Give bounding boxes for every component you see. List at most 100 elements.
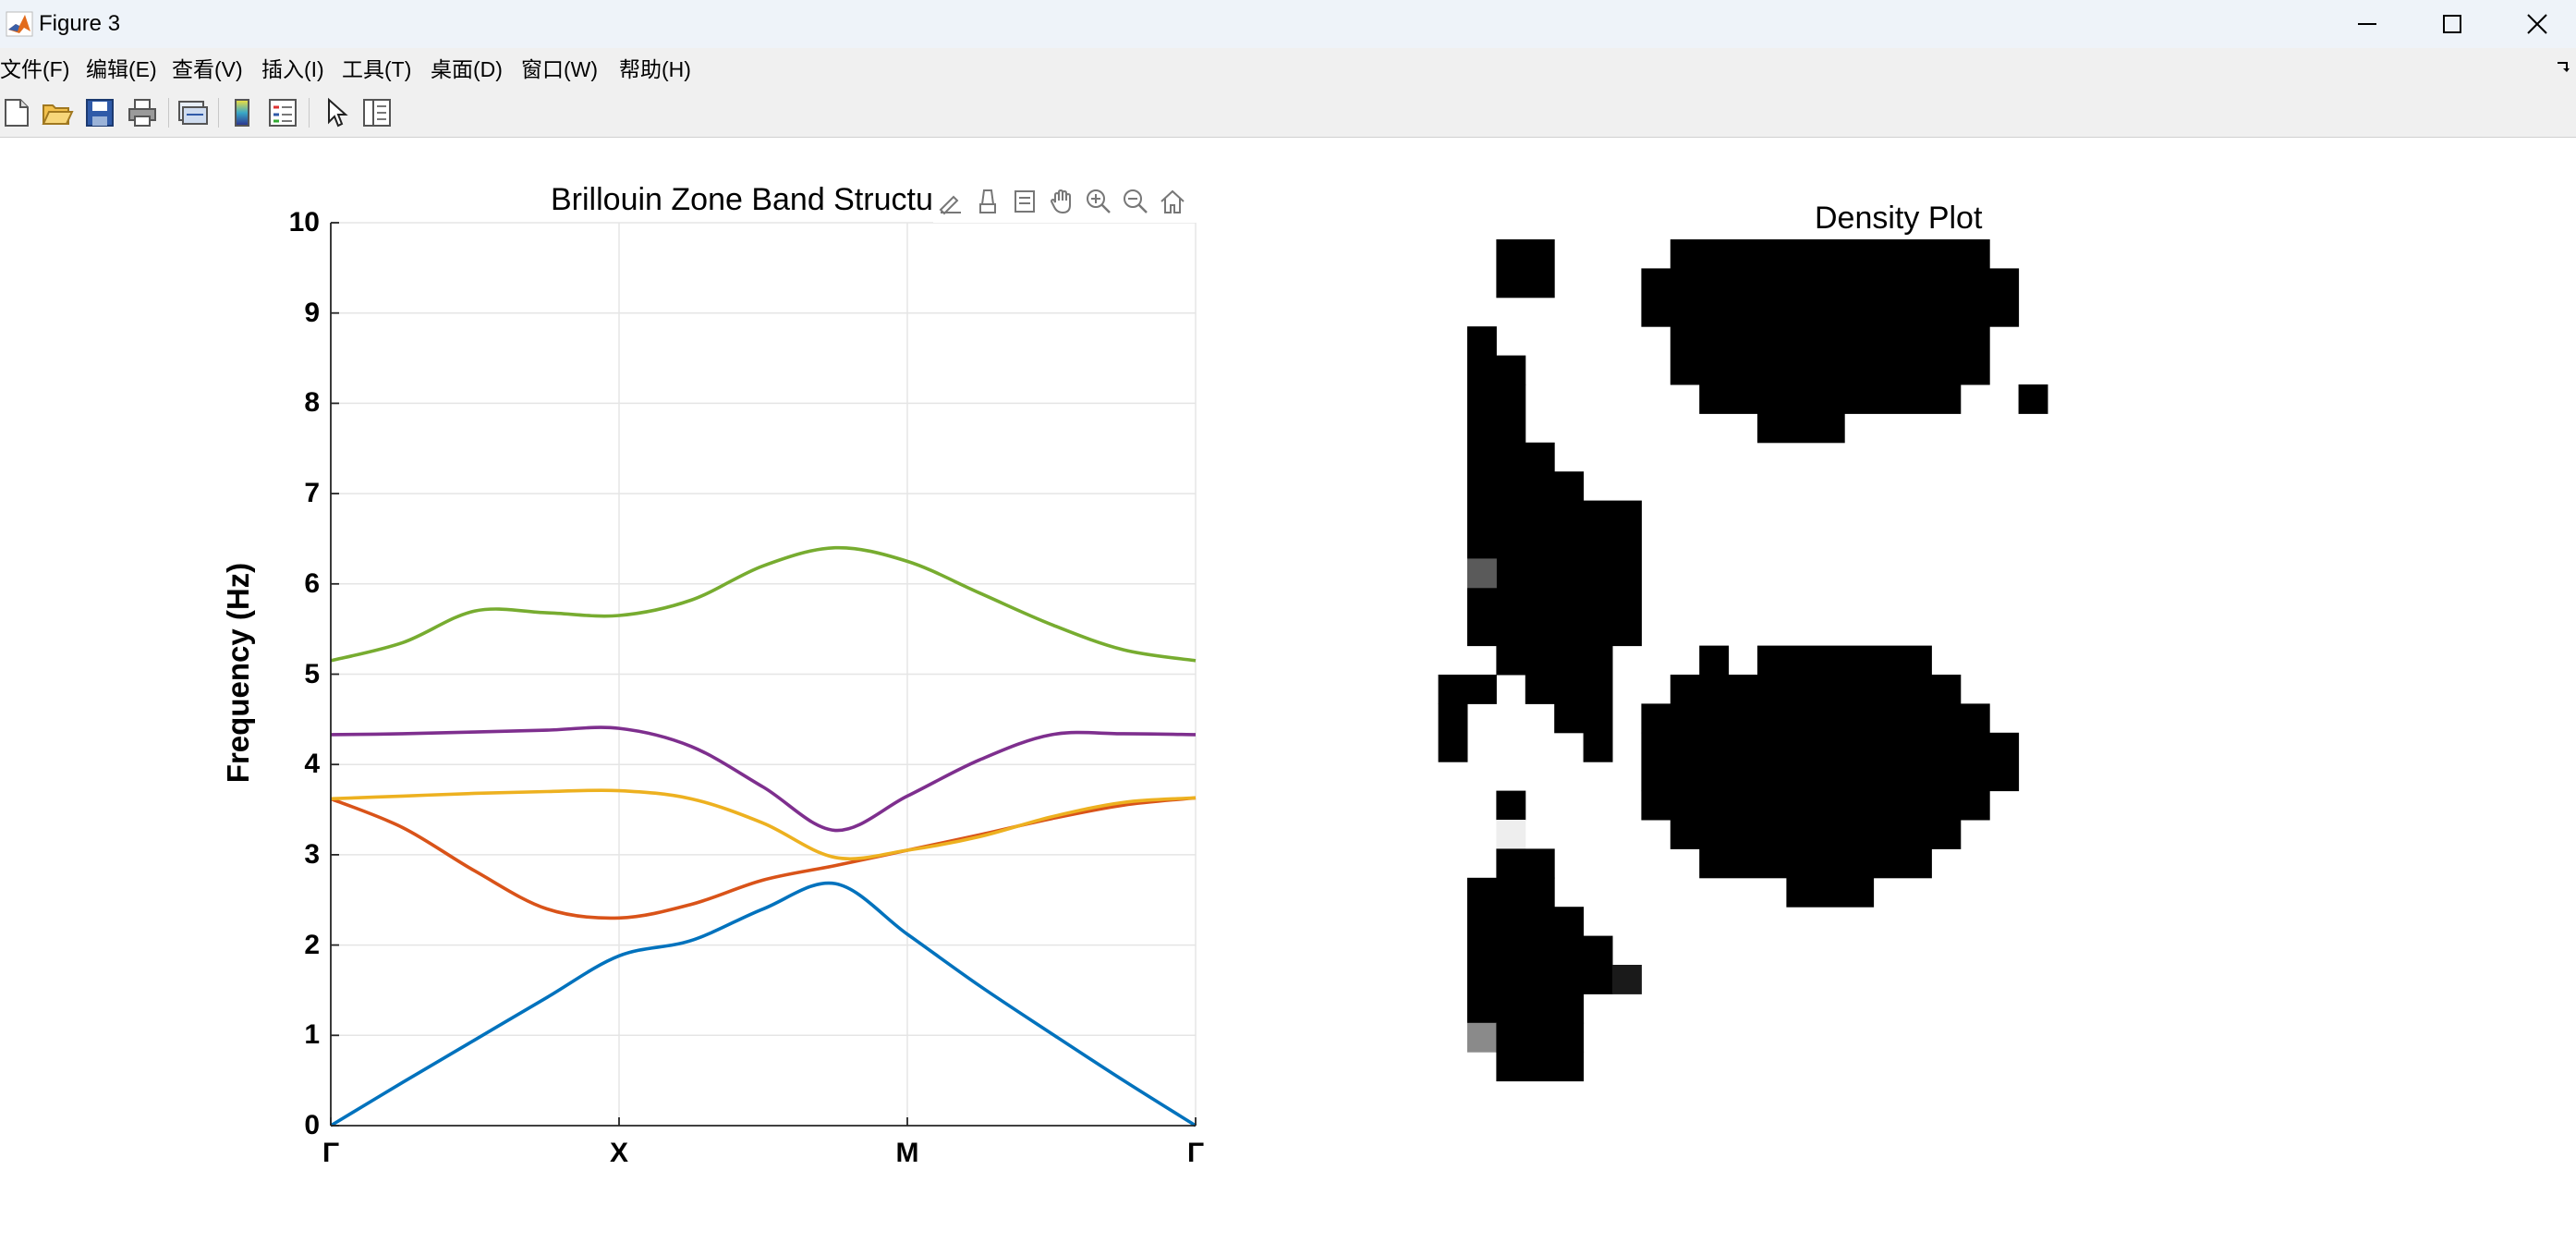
- density-cell: [1467, 1022, 1497, 1053]
- density-cell: [1525, 675, 1613, 704]
- density-cell: [1641, 790, 1990, 821]
- open-file-button[interactable]: [41, 96, 74, 129]
- link-icon: [178, 101, 208, 125]
- pan-button[interactable]: [1044, 180, 1079, 223]
- print-icon: [128, 99, 156, 127]
- y-tick-label: 10: [288, 207, 320, 238]
- save-button[interactable]: [83, 96, 116, 129]
- print-button[interactable]: [126, 96, 159, 129]
- zoom-in-icon: [1087, 189, 1111, 213]
- density-cell: [1467, 877, 1555, 908]
- density-cell: [1641, 732, 2020, 792]
- edit-plot-button[interactable]: [320, 96, 353, 129]
- figure-toolbar: [0, 89, 2576, 138]
- data-tips-icon: [979, 189, 996, 213]
- density-cell: [1496, 239, 1555, 299]
- y-tick-label: 0: [304, 1110, 320, 1140]
- band-2-line[interactable]: [330, 796, 1197, 920]
- density-cell: [1467, 558, 1497, 589]
- menu-desktop[interactable]: 桌面(D): [431, 57, 503, 81]
- menu-insert[interactable]: 插入(I): [261, 57, 324, 81]
- density-cell: [1496, 848, 1555, 879]
- y-tick-label: 4: [304, 749, 320, 780]
- new-figure-icon: [5, 99, 29, 127]
- menu-tools[interactable]: 工具(T): [342, 57, 412, 81]
- density-cell: [1583, 732, 1613, 762]
- density-cell: [1467, 355, 1526, 385]
- brush-button[interactable]: [933, 180, 968, 223]
- insert-legend-button[interactable]: [266, 96, 299, 129]
- y-tick-label: 8: [304, 387, 320, 419]
- menu-view[interactable]: 查看(V): [172, 57, 243, 81]
- density-cell: [1467, 442, 1555, 472]
- density-cell: [1641, 268, 2020, 327]
- open-file-icon: [42, 104, 74, 125]
- density-cell: [1670, 675, 1962, 704]
- home-icon: [1160, 189, 1185, 213]
- menu-help[interactable]: 帮助(H): [619, 57, 691, 81]
- band-1-line[interactable]: [330, 881, 1197, 1127]
- close-button[interactable]: [2495, 0, 2576, 48]
- y-tick-label: 2: [304, 929, 320, 960]
- zoom-in-button[interactable]: [1081, 180, 1116, 223]
- export-button[interactable]: [1007, 180, 1042, 223]
- dock-arrow-icon[interactable]: [2556, 61, 2570, 74]
- density-cell: [1786, 877, 1875, 908]
- maximize-button[interactable]: [2410, 0, 2495, 48]
- menu-file[interactable]: 文件(F): [0, 57, 70, 81]
- pointer-icon: [328, 97, 348, 128]
- minimize-button[interactable]: [2325, 0, 2410, 48]
- density-cell: [1438, 675, 1497, 704]
- density-cell: [1496, 820, 1526, 849]
- density-cell: [1467, 471, 1585, 502]
- close-icon: [2527, 14, 2547, 34]
- y-tick-label: 1: [304, 1019, 320, 1051]
- band-3-line[interactable]: [330, 788, 1197, 861]
- data-tips-button[interactable]: [970, 180, 1005, 223]
- window-title-bar: Figure 3: [0, 0, 2576, 48]
- legend-icon: [269, 99, 297, 127]
- density-cell: [1467, 907, 1585, 937]
- y-tick-label: 9: [304, 297, 320, 328]
- window-title: Figure 3: [39, 11, 121, 36]
- density-cell: [1757, 645, 1932, 676]
- x-tick-label: X: [609, 1138, 628, 1168]
- x-tick-label: Γ: [1186, 1138, 1205, 1168]
- density-cell: [1757, 413, 1845, 444]
- toolbar-separator: [218, 98, 219, 128]
- band-structure-axes[interactable]: [0, 138, 1294, 1243]
- density-plot-title: Density Plot: [1815, 201, 1983, 236]
- density-cell: [1641, 703, 1990, 734]
- density-cell: [1699, 645, 1730, 676]
- band-plot-title: Brillouin Zone Band Structu: [551, 182, 933, 217]
- menu-window[interactable]: 窗口(W): [521, 57, 599, 81]
- menu-edit[interactable]: 编辑(E): [86, 57, 157, 81]
- y-tick-label: 7: [304, 478, 320, 509]
- band-5-line[interactable]: [330, 545, 1197, 663]
- density-cell: [1467, 384, 1526, 444]
- density-cell: [1670, 239, 1990, 269]
- density-cell: [1467, 993, 1585, 1024]
- colorbar-icon: [235, 99, 249, 127]
- y-axis-label: Frequency (Hz): [221, 562, 255, 784]
- property-inspector-icon: [363, 99, 391, 127]
- band-4-line[interactable]: [330, 725, 1197, 833]
- menu-bar: 文件(F) 编辑(E) 查看(V) 插入(I) 工具(T) 桌面(D) 窗口(W…: [0, 48, 2576, 89]
- density-cell: [1670, 326, 1990, 385]
- density-cell: [1699, 848, 1932, 879]
- y-tick-label: 3: [304, 838, 320, 870]
- minimize-icon: [2358, 23, 2376, 25]
- maximize-icon: [2443, 15, 2461, 33]
- link-plot-button[interactable]: [176, 96, 209, 129]
- property-inspector-button[interactable]: [360, 96, 394, 129]
- insert-colorbar-button[interactable]: [225, 96, 259, 129]
- export-icon: [1015, 190, 1035, 213]
- density-cell: [1467, 326, 1497, 357]
- zoom-out-button[interactable]: [1118, 180, 1153, 223]
- new-figure-button[interactable]: [0, 96, 33, 129]
- brush-edit-icon: [939, 195, 961, 215]
- density-plot-axes[interactable]: [0, 138, 2576, 1243]
- toolbar-separator: [168, 98, 169, 128]
- restore-view-button[interactable]: [1155, 180, 1190, 223]
- figure-canvas: Brillouin Zone Band Structu Density Plot…: [0, 138, 2576, 1243]
